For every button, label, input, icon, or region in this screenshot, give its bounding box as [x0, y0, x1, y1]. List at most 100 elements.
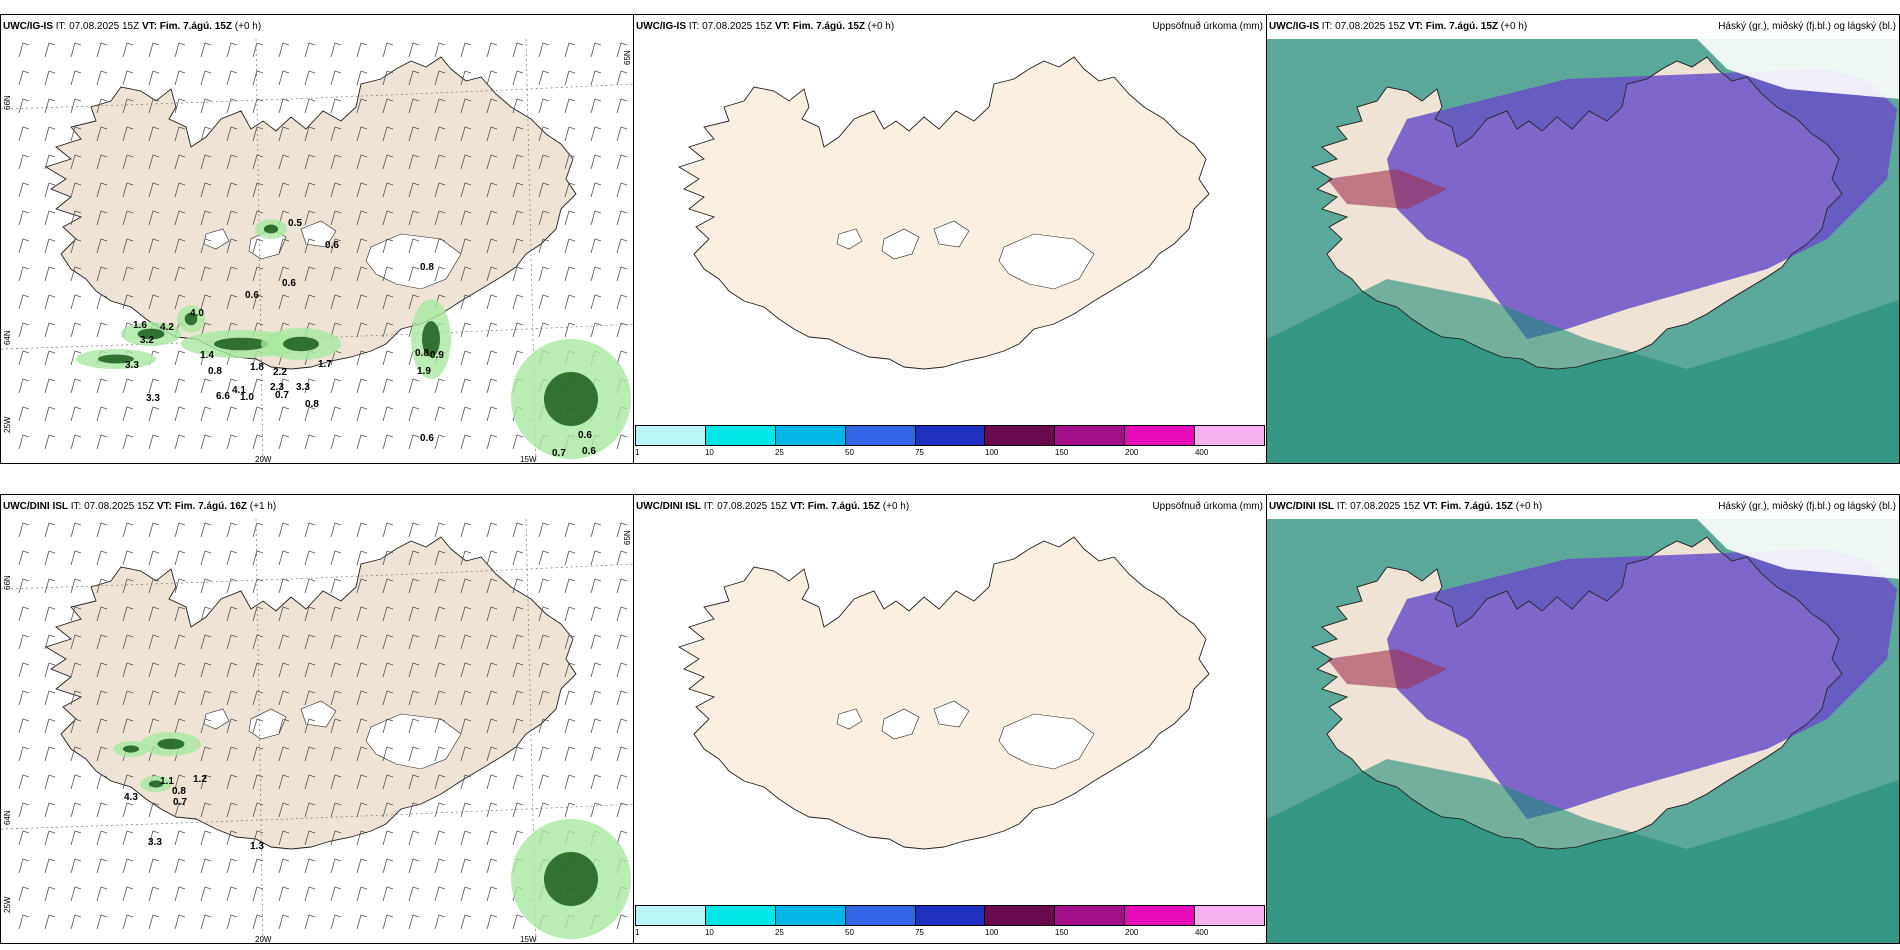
wind-barb — [304, 378, 316, 394]
wind-barb — [226, 914, 238, 930]
wind-barb — [460, 522, 472, 538]
wind-barb — [486, 294, 498, 310]
precip-value-label: 0.8 — [420, 262, 434, 273]
wind-barb — [226, 210, 238, 226]
wind-barb — [512, 746, 524, 762]
wind-barb — [460, 858, 472, 874]
wind-barb — [408, 802, 420, 818]
wind-barb — [486, 98, 498, 114]
wind-barb — [512, 154, 524, 170]
precip-heavy-core — [98, 354, 134, 364]
wind-barb — [148, 718, 160, 734]
wind-barb — [538, 266, 550, 282]
wind-barb — [512, 70, 524, 86]
wind-barb — [590, 578, 602, 594]
wind-barb — [174, 210, 186, 226]
wind-barb — [616, 550, 628, 566]
wind-barb — [434, 802, 446, 818]
precip-value-label: 1.9 — [417, 366, 431, 377]
wind-barb — [200, 914, 212, 930]
precip-value-label: 6.6 — [216, 391, 230, 402]
wind-barb — [460, 210, 472, 226]
wind-barb — [174, 238, 186, 254]
wind-barb — [382, 690, 394, 706]
wind-barb — [590, 718, 602, 734]
wind-barb — [434, 914, 446, 930]
wind-barb — [122, 378, 134, 394]
wind-barb — [408, 746, 420, 762]
panel-header: UWC/IG-IS IT: 07.08.2025 15Z VT: Fim. 7.… — [634, 15, 1266, 39]
wind-barb — [122, 126, 134, 142]
lon-label-20w: 20W — [255, 935, 272, 944]
wind-barb — [148, 690, 160, 706]
wind-barb — [200, 266, 212, 282]
wind-barb — [278, 886, 290, 902]
wind-barb — [538, 154, 550, 170]
wind-barb — [252, 858, 264, 874]
wind-barb — [44, 718, 56, 734]
wind-barb — [226, 830, 238, 846]
wind-barb — [382, 634, 394, 650]
wind-barb — [278, 690, 290, 706]
wind-barb — [356, 182, 368, 198]
wind-barb — [382, 858, 394, 874]
wind-barb — [44, 182, 56, 198]
wind-barb — [252, 662, 264, 678]
wind-barb — [252, 210, 264, 226]
precip-heavy-core — [544, 372, 598, 426]
wind-barb — [174, 550, 186, 566]
wind-barb — [18, 830, 30, 846]
map-layer — [1267, 39, 1899, 463]
wind-barb — [616, 774, 628, 790]
wind-barb — [330, 718, 342, 734]
wind-barb — [564, 238, 576, 254]
precip-heavy-core — [184, 312, 198, 326]
wind-barb — [590, 746, 602, 762]
wind-barb — [460, 294, 472, 310]
precip-value-label: 1.4 — [200, 350, 214, 361]
lat-label-65n-right: 65N — [623, 530, 632, 545]
wind-barb — [70, 294, 82, 310]
wind-barb — [18, 434, 30, 450]
precip-value-label: 0.6 — [245, 290, 259, 301]
wind-barb — [252, 378, 264, 394]
wind-barb — [278, 126, 290, 142]
wind-barb — [564, 578, 576, 594]
wind-barb — [122, 802, 134, 818]
wind-barb — [44, 350, 56, 366]
wind-barb — [564, 746, 576, 762]
wind-barb — [70, 578, 82, 594]
wind-barb — [96, 830, 108, 846]
wind-barb — [486, 70, 498, 86]
wind-barb — [174, 802, 186, 818]
wind-barb — [486, 634, 498, 650]
wind-barb — [564, 606, 576, 622]
wind-barb — [590, 154, 602, 170]
wind-barb — [616, 718, 628, 734]
wind-barb — [96, 294, 108, 310]
wind-barb — [304, 98, 316, 114]
wind-barb — [148, 98, 160, 114]
wind-barb — [174, 634, 186, 650]
wind-barb — [564, 266, 576, 282]
wind-barb — [44, 550, 56, 566]
wind-barb — [96, 98, 108, 114]
wind-barb — [356, 210, 368, 226]
wind-barb — [96, 522, 108, 538]
wind-barb — [148, 182, 160, 198]
wind-barb — [486, 182, 498, 198]
precip-value-label: 0.7 — [275, 390, 289, 401]
wind-barb — [408, 830, 420, 846]
map-layer — [44, 536, 577, 850]
wind-barbs — [18, 42, 628, 450]
wind-barb — [486, 606, 498, 622]
precip-value-label: 2.3 — [270, 382, 284, 393]
precip-value-label: 1.6 — [133, 320, 147, 331]
wind-barb — [408, 266, 420, 282]
wind-barb — [382, 578, 394, 594]
precip-value-label: 0.6 — [578, 430, 592, 441]
glacier — [881, 708, 920, 740]
wind-barb — [512, 350, 524, 366]
wind-barb — [538, 634, 550, 650]
wind-barb — [70, 42, 82, 58]
